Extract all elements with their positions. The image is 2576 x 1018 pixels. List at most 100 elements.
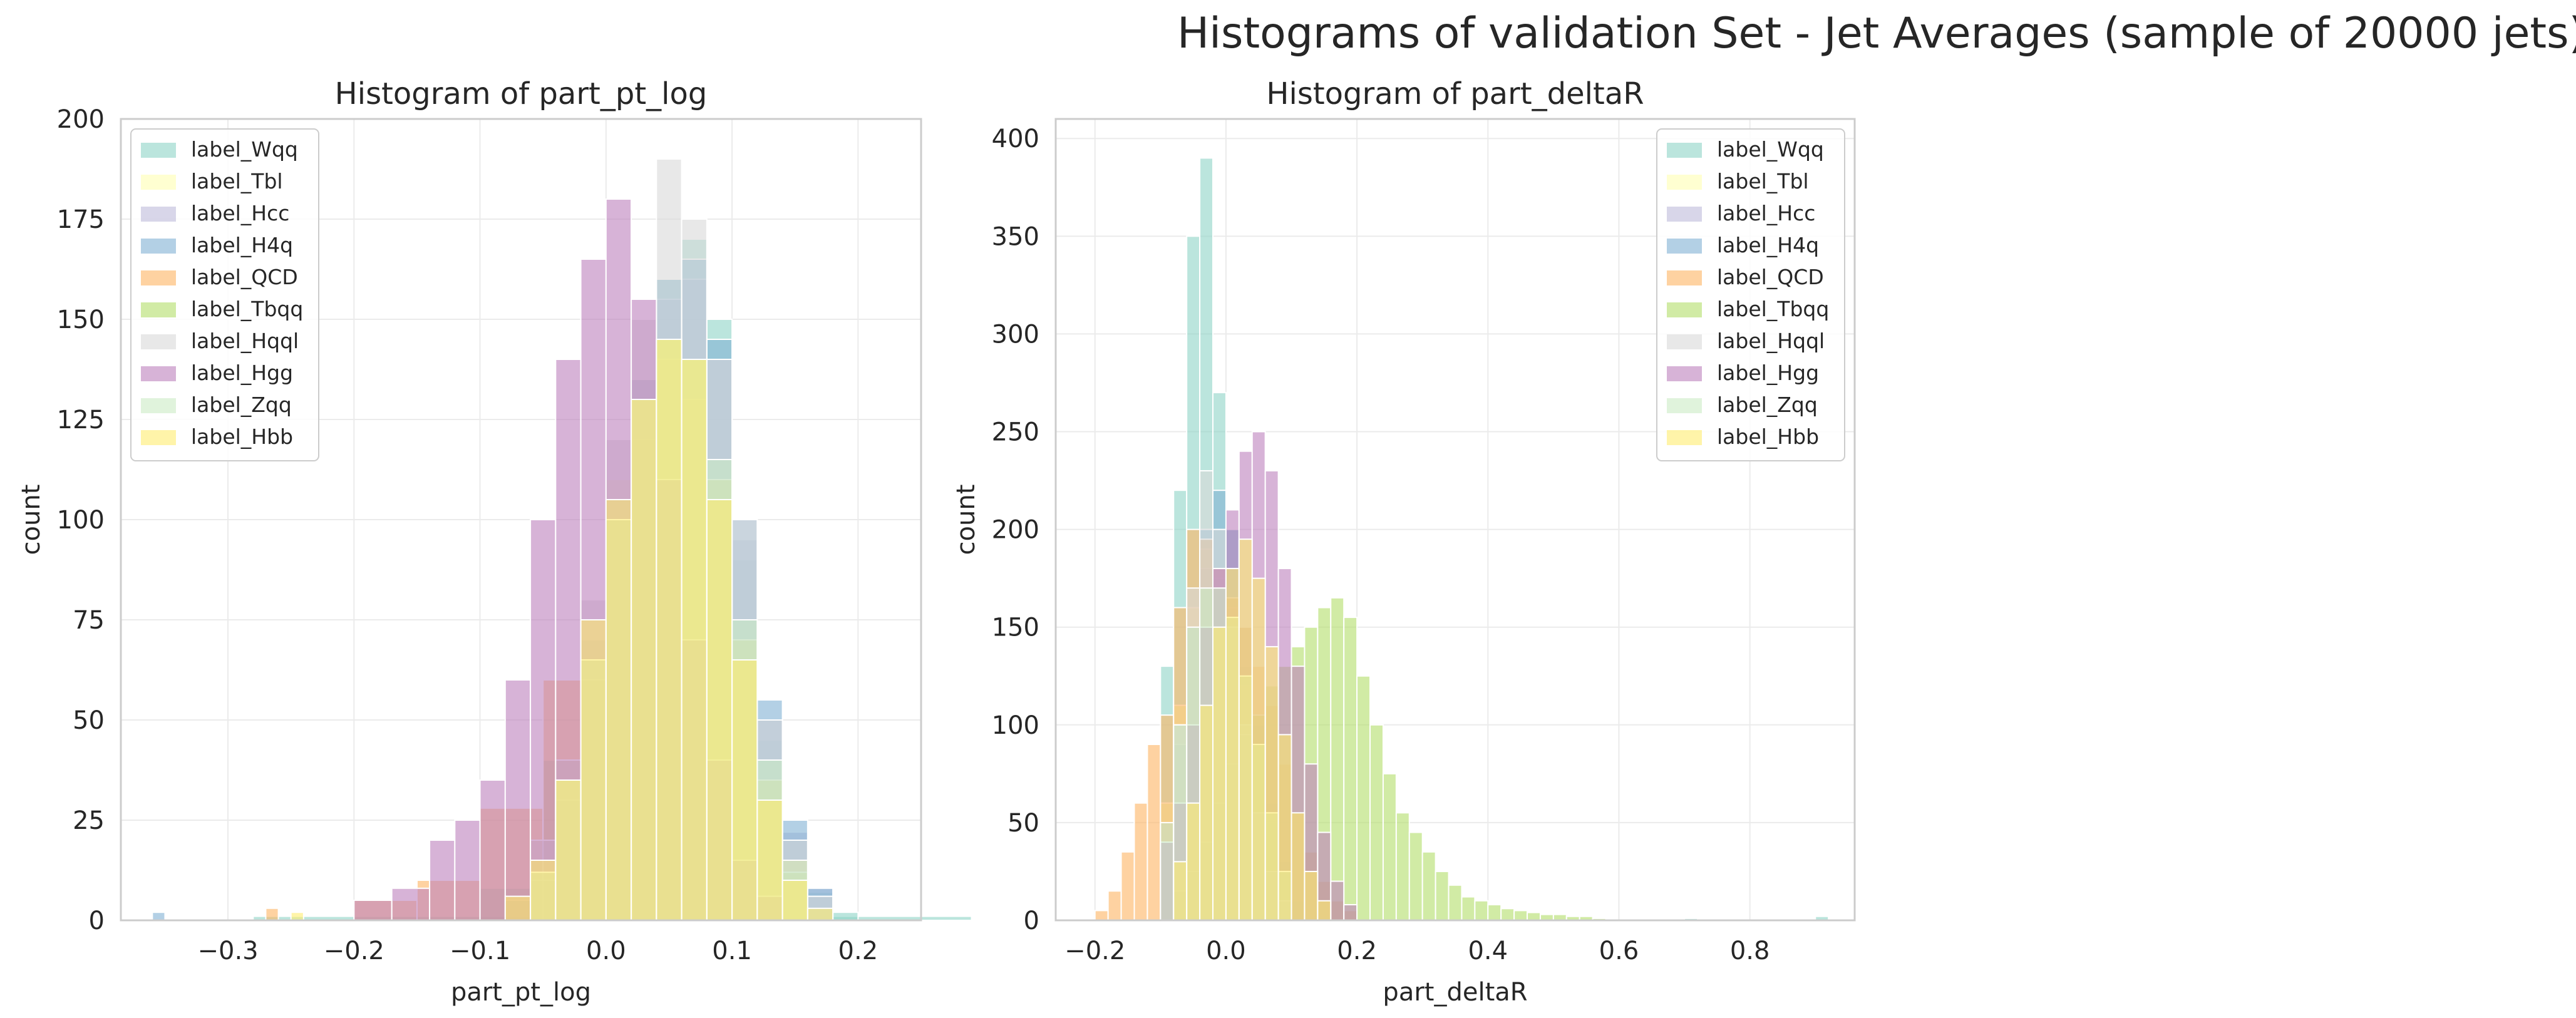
x-tick-label: 0.4 [1468,937,1508,965]
histogram-bar [1199,704,1214,921]
histogram-bar [1277,734,1292,922]
legend-label: label_Zqq [1717,393,1818,417]
x-tick-label: 0.6 [1599,937,1639,965]
histogram-bar [152,912,166,921]
legend-label: label_Tbqq [191,297,303,321]
legend-swatch [141,366,176,381]
y-tick-label: 250 [992,418,1039,447]
y-tick-label: 200 [992,516,1039,545]
x-tick-label: 0.0 [1206,937,1246,965]
histogram-bar [1330,880,1345,922]
histogram-bar [530,519,557,921]
legend-swatch [1667,334,1702,349]
legend-label: label_QCD [1717,265,1824,289]
legend-box [130,128,319,461]
histogram-bar [1304,870,1319,921]
y-tick-label: 0 [89,907,105,935]
histogram-bar [1343,617,1358,921]
legend-swatch [141,207,176,222]
legend-swatch [141,430,176,445]
y-tick-label: 175 [57,205,105,234]
histogram-bar [429,840,456,921]
legend-label: label_Tbqq [1717,297,1829,321]
x-tick-label: −0.3 [198,937,259,965]
histogram-bar [1225,568,1240,921]
legend-label: label_Hbb [191,424,293,449]
y-tick-label: 200 [57,105,105,134]
histogram-bar [1356,675,1371,921]
y-tick-label: 300 [992,320,1039,349]
histogram-bar [1382,773,1397,921]
x-tick-label: 0.2 [1337,937,1377,965]
histogram-bar [1291,812,1306,922]
histogram-bar [1173,861,1188,921]
axes-frame [1054,118,1856,922]
y-tick-label: 50 [1007,809,1039,838]
histogram-bar [479,779,506,921]
histogram-bar [1264,645,1279,922]
legend-label: label_Wqq [1717,137,1824,162]
histogram-bar [1317,900,1332,922]
histogram-bar [1133,802,1148,922]
histogram-bar [1330,597,1345,921]
y-tick-label: 100 [992,711,1039,740]
legend-label: label_Hcc [1717,201,1815,225]
histogram-bar [1395,812,1410,922]
legend-swatch [141,239,176,254]
x-tick-label: 0.1 [712,937,752,965]
histogram-bar [756,799,783,921]
legend-swatch [1667,239,1702,254]
histogram-bar [1448,884,1463,922]
legend-box [1656,128,1845,461]
histogram-bar [1146,744,1162,922]
histogram-bar [656,339,683,921]
histogram-bar [1186,802,1201,922]
histogram-bar [290,912,304,921]
histogram-bar [1435,870,1450,921]
histogram-bar [1343,904,1358,922]
histogram-bar [454,820,481,921]
x-tick-label: −0.2 [324,937,384,965]
histogram-bar [530,860,557,921]
histogram-bar [1369,724,1384,922]
legend: label_Wqq label_Tbl label_Hcc label_H4qlabe… [130,128,319,461]
x-tick-label: 0.2 [838,937,878,965]
histogram-bar [605,499,632,921]
histogram-bar [1513,910,1528,922]
histogram-bar [681,359,708,921]
histogram-bar [1251,577,1266,921]
y-tick-label: 125 [57,406,105,434]
legend-swatch [141,334,176,349]
legend-swatch [141,175,176,190]
y-tick-label: 400 [992,125,1039,153]
legend-swatch [1667,175,1702,190]
legend-label: label_Hqql [191,329,299,353]
histogram-bar [631,399,657,921]
y-tick-label: 350 [992,222,1039,251]
chart-panel-2: 0 50 100 150 200 250 300 350 400 −0.2 0.0 0.2 0.4 0.6… [952,76,1856,1007]
legend-label: label_H4q [1717,233,1819,257]
x-tick-label: −0.1 [450,937,510,965]
legend-swatch [1667,143,1702,158]
legend-swatch [1667,270,1702,285]
histogram-bar [1107,890,1122,922]
y-axis-label: count [17,485,46,555]
histogram-bar [1212,626,1227,922]
chart-title: Histogram of part_pt_log [335,76,708,111]
chart-panel-1: 0 25 50 75 100 125 150 175 200 −0.3 −0.2 −0.1 0.0 0.1… [17,76,972,1007]
chart-title: Histogram of part_deltaR [1266,76,1644,111]
y-tick-label: 100 [57,506,105,535]
y-tick-label: 25 [73,806,105,835]
legend-label: label_H4q [191,233,293,257]
histogram-bar [504,895,532,921]
x-axis-label: part_deltaR [1383,978,1527,1007]
legend-label: label_Wqq [191,137,298,162]
histogram-bar [706,499,733,921]
legend-label: label_Hcc [191,201,289,225]
histogram-bar [1474,900,1489,922]
histogram-bar [731,659,758,921]
legend-swatch [1667,366,1702,381]
histogram-bar [1461,896,1476,922]
histogram-bar [832,912,859,921]
legend-swatch [1667,207,1702,222]
